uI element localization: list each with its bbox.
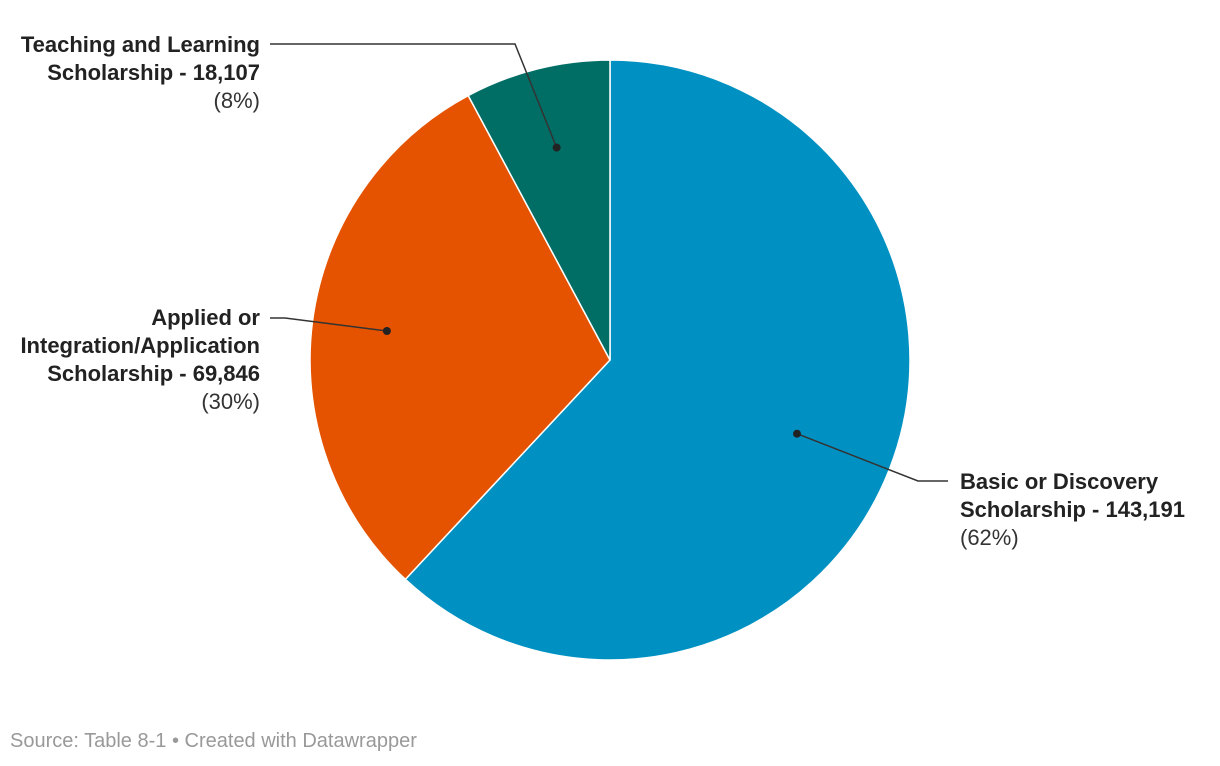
leader-dot-applied-integration [382,326,391,335]
source-note: Source: Table 8-1 [10,730,167,752]
credit-note: Created with Datawrapper [184,730,417,752]
leader-line-applied-integration [270,317,387,332]
leader-line-basic-discovery [796,432,948,482]
leader-dot-teaching-learning [552,143,561,152]
slice-percent: (62%) [960,525,1019,550]
pie-slices [309,59,911,661]
slice-label-line: Basic or Discovery [960,469,1159,494]
slice-label-teaching-learning: Teaching and Learning Scholarship - 18,10… [21,32,260,113]
slice-percent: (8%) [214,88,260,113]
slice-label-basic-discovery: Basic or Discovery Scholarship - 143,191 (… [960,469,1185,550]
slice-label-line: Scholarship - 18,107 [47,60,260,85]
slice-percent: (30%) [201,389,260,414]
pie-slice-teaching-learning [467,59,611,361]
leader-line-teaching-learning [270,43,558,148]
leader-dot-basic-discovery [793,429,802,438]
slice-labels: Basic or Discovery Scholarship - 143,191 (… [20,32,1185,550]
footer-separator: • [166,730,185,752]
slice-label-line: Integration/Application [20,333,260,358]
leader-lines [270,43,948,482]
slice-label-applied-integration: Applied or Integration/Application Scholar… [20,305,260,414]
slice-label-line: Teaching and Learning [21,32,260,57]
chart-footer: Source: Table 8-1 • Created with Datawra… [10,730,417,753]
slice-label-line: Scholarship - 143,191 [960,497,1185,522]
slice-label-line: Scholarship - 69,846 [47,361,260,386]
slice-label-line: Applied or [151,305,260,330]
